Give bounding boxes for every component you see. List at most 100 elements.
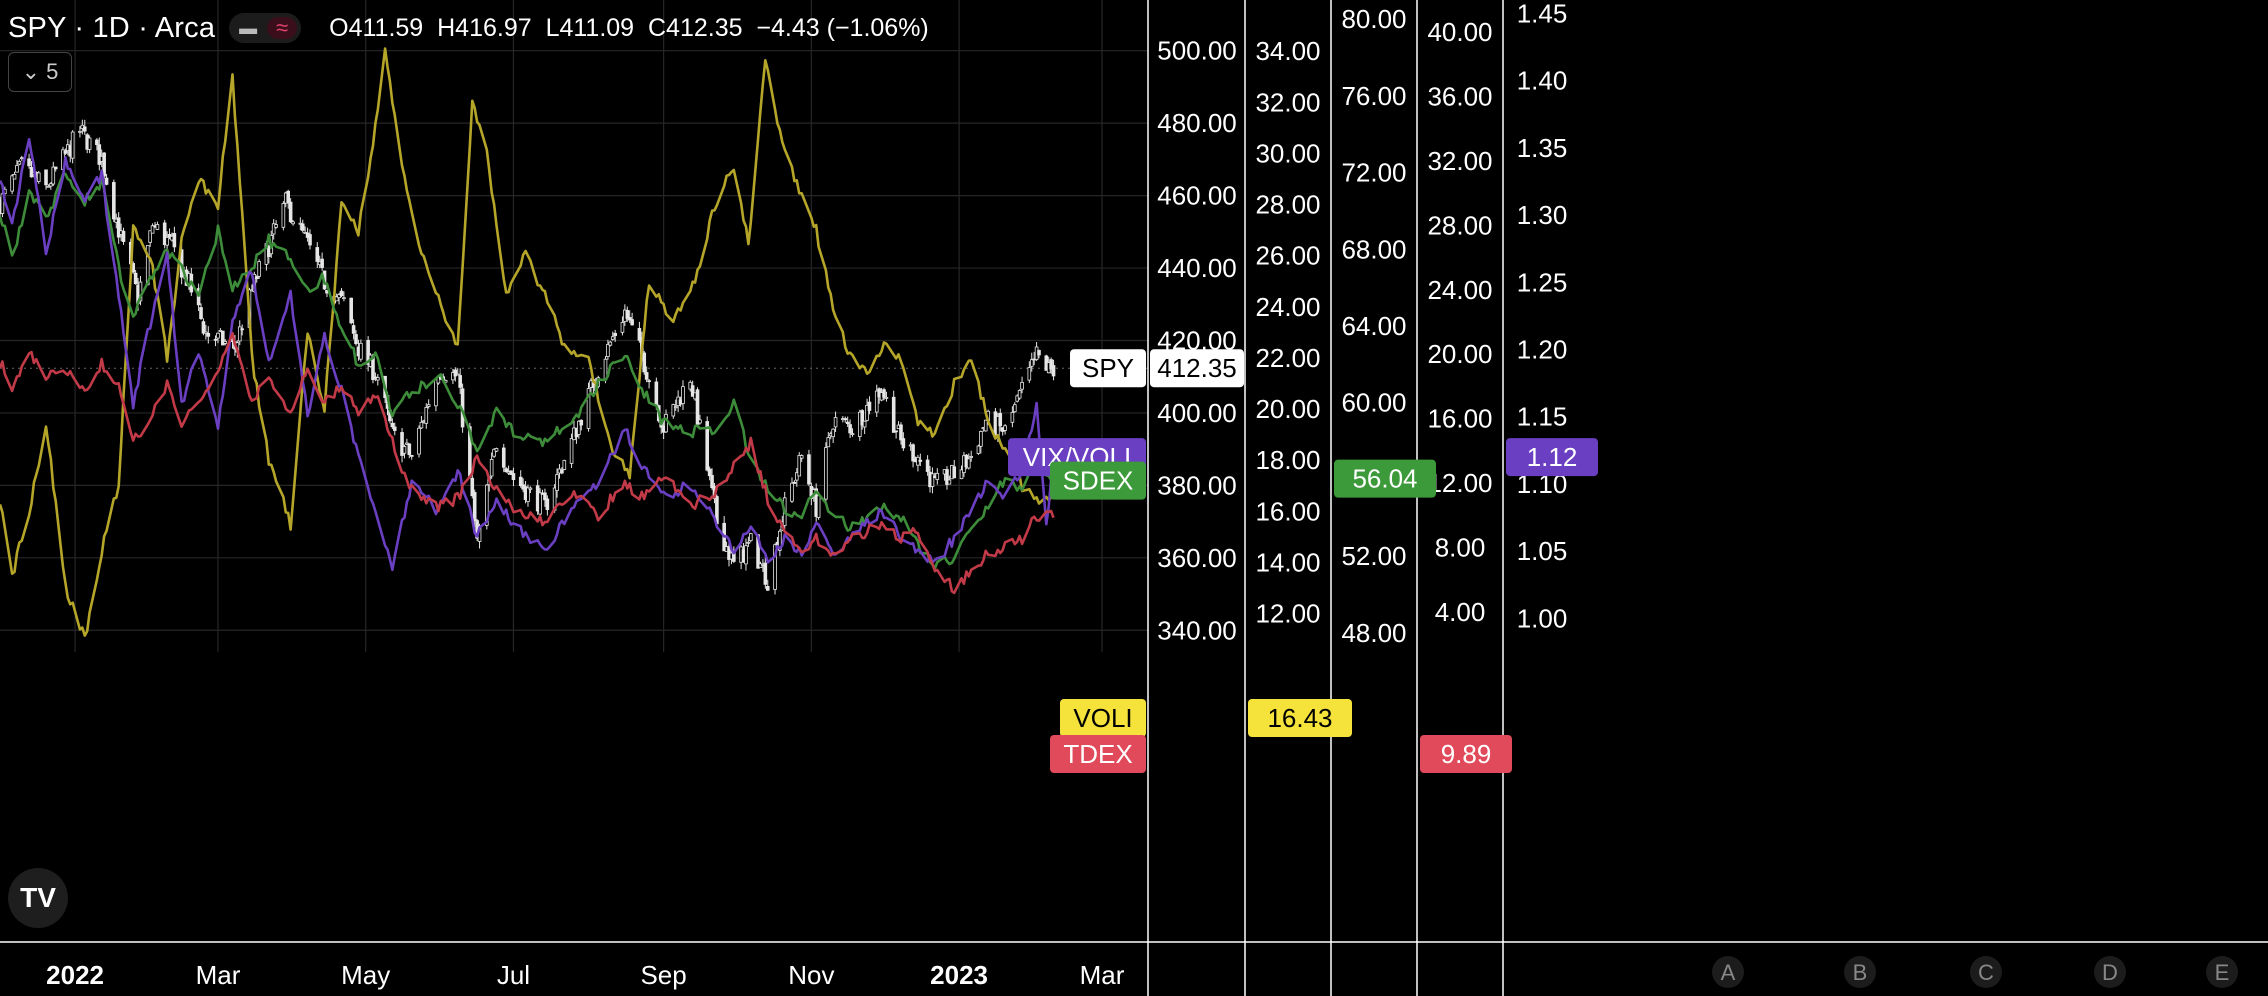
candle-body [918,459,923,462]
candle-body [315,247,320,262]
candle-body [613,332,617,337]
candle-body [560,469,564,474]
y-tick-label-E: 1.45 [1517,0,1568,28]
candle-body [102,152,106,177]
legend-header: SPY · 1D · Arca ▬ ≈ O411.59 H416.97 L411… [8,8,929,48]
candle-body [97,144,102,165]
y-tick-label-B: 14.00 [1255,548,1320,578]
y-tick-label-B: 16.00 [1255,496,1320,526]
y-tick-label-D: 24.00 [1427,275,1492,305]
candle-body [216,332,220,339]
candle-body [470,477,475,497]
candle-body [1010,412,1015,423]
scale-letter-badge[interactable] [1844,956,1876,988]
x-tick-label: May [341,960,390,990]
candle-body [826,437,831,448]
candle-body [417,427,421,455]
candle-body [969,456,973,458]
candle-body [831,428,835,438]
candle-body [492,448,496,457]
tradingview-logo-icon[interactable]: TV [8,868,68,928]
candle-body [998,412,1003,427]
candle-body [545,498,550,510]
candle-body [569,438,574,464]
candle-body [426,404,431,407]
candle-body [281,203,286,228]
candle-body [271,223,276,235]
candle-body [778,530,782,551]
candle-body [865,405,869,421]
candle-body [29,166,34,178]
sdex-value-badge-bg [1334,459,1436,498]
change-value: −4.43 (−1.06%) [756,13,929,42]
candle-body [627,317,632,321]
candle-body [308,234,312,246]
candle-body [376,377,380,381]
y-tick-label-E: 1.00 [1517,603,1568,633]
y-tick-label-B: 34.00 [1255,36,1320,66]
candle-body [799,455,804,459]
y-tick-label-main: 380.00 [1157,470,1237,500]
hide-series-icon[interactable]: ▬ [239,18,258,38]
candle-body [606,344,610,357]
scale-letter-badge[interactable] [1970,956,2002,988]
series-toggle[interactable]: ▬ ≈ [229,13,302,43]
candle-body [681,386,685,404]
y-tick-label-C: 52.00 [1341,541,1406,571]
symbol-label[interactable]: SPY · 1D · Arca [8,11,216,44]
candle-body [342,297,346,300]
candle-body [223,341,228,344]
scale-letter-badge[interactable] [2094,956,2126,988]
candle-body [199,307,203,319]
candle-body [286,190,291,204]
candle-body [485,484,489,526]
candle-body [104,177,109,185]
tdex-value-badge-bg [1420,735,1512,773]
candle-body [424,407,429,424]
candle-body [710,475,714,489]
candle-body [816,495,821,518]
spy-price-badge: 412.35 [1157,353,1237,383]
candle-body [891,396,896,433]
candle-body [1049,359,1053,370]
candle-body [1012,404,1017,413]
candle-body [204,331,208,334]
chart-style-icon[interactable]: ≈ [267,17,298,39]
time-axis[interactable]: 2022 Mar May Jul Sep Nov 2023 Mar [46,960,1125,990]
candle-body [538,492,542,515]
candle-body [1017,390,1022,399]
y-tick-label-B: 22.00 [1255,343,1320,373]
candle-body [698,419,702,424]
candle-body [165,237,169,246]
spy-name-badge: SPY [1082,353,1134,383]
candle-body [744,545,748,565]
y-tick-label-B: 30.00 [1255,138,1320,168]
candle-body [51,166,56,185]
candle-body [843,418,848,421]
y-tick-label-D: 32.00 [1427,146,1492,176]
candle-body [27,158,31,167]
candle-body [82,126,87,132]
candle-body [930,473,935,487]
scale-letter-badge[interactable] [1712,956,1744,988]
voli-value-badge: 16.43 [1267,703,1332,733]
series-line-voli [0,47,1055,637]
y-tick-label-B: 12.00 [1255,599,1320,629]
candle-body [15,165,19,173]
candle-body [112,182,116,220]
candle-body [850,433,855,435]
candle-body [945,469,949,485]
indicator-count: 5 [46,59,59,84]
candle-body [845,421,850,425]
scale-letter-badge[interactable] [2206,956,2238,988]
indicators-collapse-button[interactable]: ⌄ 5 [8,52,72,92]
spy-name-badge-bg [1070,349,1146,388]
candle-body [472,492,477,522]
candle-body [642,352,647,373]
spy-price-badge-bg [1150,349,1244,388]
candle-body [1020,382,1024,390]
y-tick-label-E: 1.35 [1517,133,1568,163]
candle-body [1037,350,1041,356]
vixvoli-value-badge: 1.12 [1527,442,1578,472]
